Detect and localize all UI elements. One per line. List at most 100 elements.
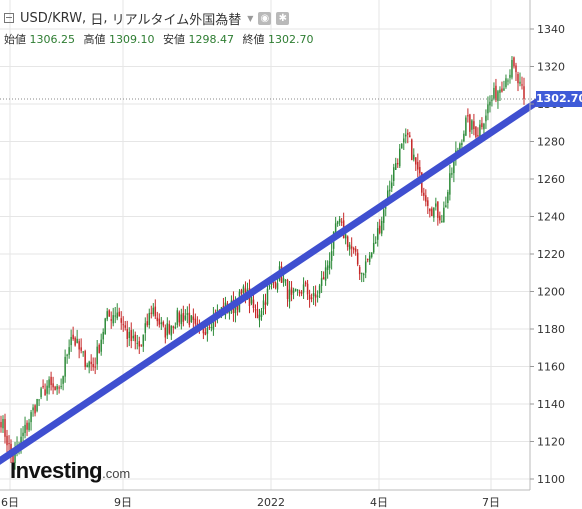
- candle: [144, 317, 147, 341]
- candle: [138, 336, 141, 354]
- candle: [46, 380, 48, 401]
- candle: [348, 242, 351, 256]
- low-label: 安値: [163, 33, 185, 46]
- candle: [326, 260, 329, 279]
- candle: [388, 180, 391, 198]
- candle: [304, 280, 307, 287]
- candle: [395, 157, 397, 171]
- candle: [50, 371, 52, 391]
- candle: [397, 158, 399, 168]
- candle: [158, 313, 161, 328]
- timeframe-label[interactable]: 日: [90, 12, 104, 28]
- candle: [126, 320, 128, 348]
- candle: [324, 260, 327, 286]
- candle: [180, 308, 183, 330]
- candle: [256, 301, 259, 319]
- candle: [136, 334, 139, 350]
- candle: [172, 325, 175, 334]
- candle: [467, 108, 469, 123]
- candle: [334, 216, 337, 234]
- candle: [491, 95, 493, 107]
- candle: [471, 119, 473, 134]
- candle: [60, 378, 62, 390]
- candle: [290, 281, 293, 302]
- candle: [84, 349, 86, 370]
- symbol-label[interactable]: USD/KRW: [20, 10, 83, 26]
- candle: [314, 285, 317, 307]
- y-tick-label: 1200: [537, 286, 565, 299]
- candle: [242, 284, 245, 296]
- candle: [120, 311, 122, 330]
- y-tick-label: 1340: [537, 23, 565, 36]
- x-tick-label: 6日: [1, 496, 19, 509]
- candle: [152, 303, 155, 317]
- candle: [513, 56, 515, 69]
- candle: [30, 409, 32, 431]
- candle: [356, 249, 359, 267]
- candle: [300, 290, 303, 297]
- open-label: 始値: [4, 33, 26, 46]
- candle: [48, 376, 50, 395]
- candle: [44, 383, 46, 396]
- candle: [435, 197, 437, 211]
- candle: [112, 307, 114, 327]
- x-axis[interactable]: 6日 9日 2022 4日 7日: [1, 496, 500, 509]
- candle: [286, 278, 289, 307]
- candle: [392, 163, 395, 187]
- candle: [100, 333, 102, 356]
- last-price-tag: 1302.70: [536, 91, 582, 107]
- candle: [78, 338, 80, 359]
- candle: [501, 81, 503, 93]
- candle: [90, 354, 92, 371]
- candle: [124, 320, 126, 331]
- candle: [140, 344, 143, 347]
- candle: [66, 353, 68, 364]
- candle: [354, 245, 357, 256]
- y-tick-label: 1260: [537, 173, 565, 186]
- candle: [360, 272, 363, 283]
- candle: [72, 326, 74, 341]
- candle: [92, 357, 94, 371]
- candle: [76, 329, 78, 344]
- candle: [86, 362, 88, 368]
- candle: [433, 207, 435, 222]
- y-axis[interactable]: 1100 1120 1140 1160 1180 1200 1220 1240 1260 1280…: [0, 0, 565, 491]
- chevron-down-icon[interactable]: ▼: [247, 13, 254, 23]
- gear-icon[interactable]: ✱: [276, 11, 290, 25]
- candle: [240, 288, 243, 297]
- candle: [497, 89, 499, 109]
- y-tick-label: 1280: [537, 136, 565, 149]
- chart-header: USD/KRW, 日, リアルタイム外国為替 ▼ ◉ ✱: [4, 8, 290, 28]
- high-label: 高値: [83, 33, 106, 46]
- trendline-layer[interactable]: [0, 93, 549, 465]
- candle: [62, 375, 64, 391]
- candle: [130, 322, 133, 349]
- candle: [302, 277, 305, 299]
- candle: [340, 217, 343, 226]
- candle: [154, 299, 157, 320]
- candle: [374, 236, 377, 245]
- candle: [274, 281, 277, 290]
- candle: [407, 129, 409, 144]
- trendline[interactable]: [0, 93, 549, 465]
- candle: [34, 404, 36, 417]
- candle: [258, 308, 261, 328]
- candle: [26, 420, 28, 437]
- candle: [310, 293, 313, 303]
- candle: [98, 343, 100, 354]
- candle: [188, 303, 191, 328]
- candle: [521, 76, 523, 90]
- candle: [104, 317, 106, 335]
- eye-icon[interactable]: ◉: [258, 11, 272, 25]
- candle: [475, 126, 477, 139]
- candle: [162, 320, 165, 328]
- candle: [423, 187, 425, 201]
- candle: [170, 325, 173, 340]
- candle: [110, 311, 112, 329]
- candle: [168, 320, 171, 335]
- candle: [182, 305, 185, 327]
- collapse-icon[interactable]: [4, 13, 14, 23]
- candle: [96, 339, 98, 370]
- candle: [80, 338, 82, 354]
